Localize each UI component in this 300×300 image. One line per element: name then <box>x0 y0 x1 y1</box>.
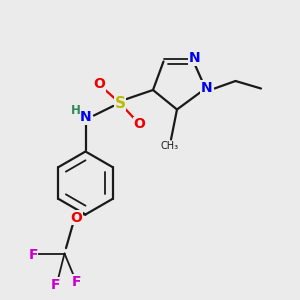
Text: N: N <box>201 81 213 95</box>
Text: O: O <box>70 211 83 224</box>
Text: CH₃: CH₃ <box>160 141 178 151</box>
Text: F: F <box>28 248 38 262</box>
Text: F: F <box>51 278 60 292</box>
Text: N: N <box>80 110 91 124</box>
Text: O: O <box>134 118 146 131</box>
Text: S: S <box>115 96 125 111</box>
Text: N: N <box>188 51 200 65</box>
Text: O: O <box>93 77 105 91</box>
Text: H: H <box>71 104 81 117</box>
Text: F: F <box>72 275 81 289</box>
